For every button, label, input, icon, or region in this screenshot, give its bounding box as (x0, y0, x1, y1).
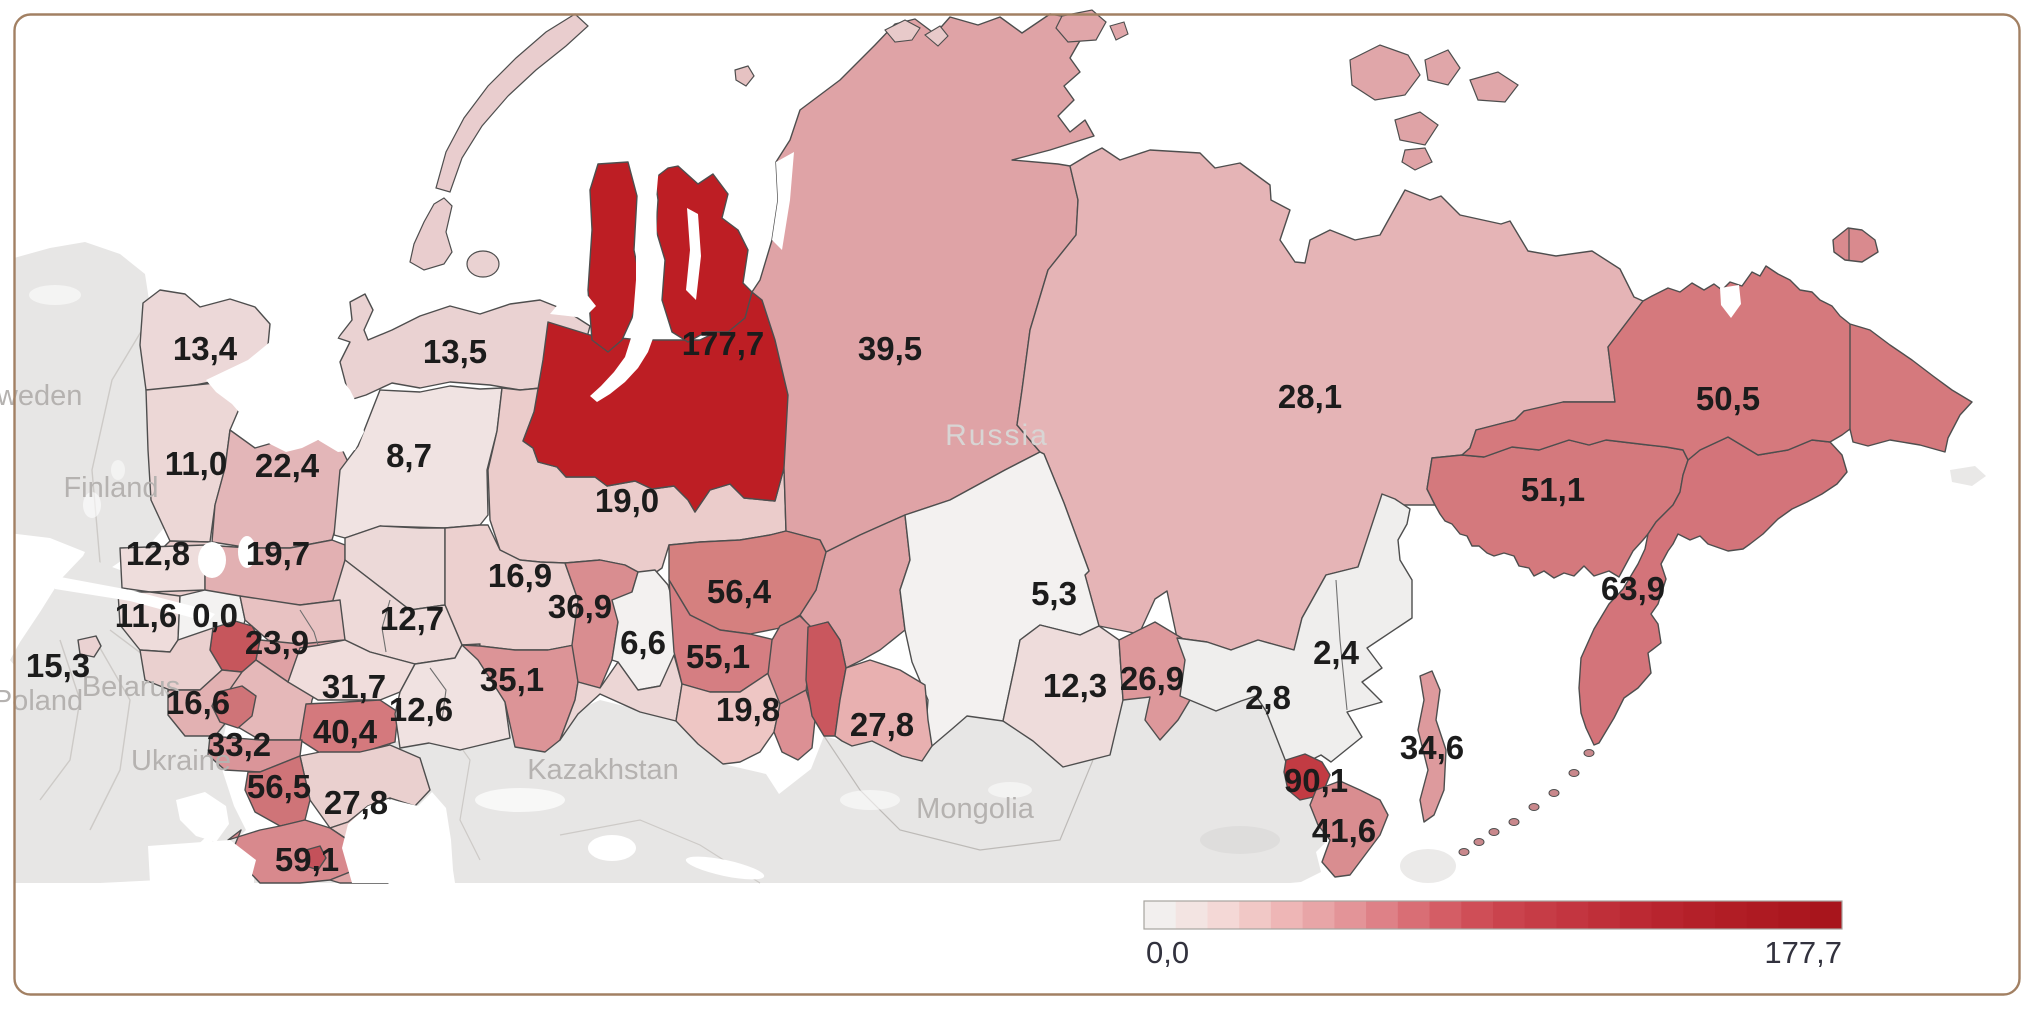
svg-text:177,7: 177,7 (682, 325, 765, 362)
svg-text:50,5: 50,5 (1696, 380, 1760, 417)
svg-text:Ukraine: Ukraine (131, 745, 231, 777)
svg-text:34,6: 34,6 (1400, 729, 1464, 766)
svg-text:22,4: 22,4 (255, 447, 320, 484)
svg-text:35,1: 35,1 (480, 661, 544, 698)
svg-text:Finland: Finland (63, 472, 158, 504)
svg-text:Russia: Russia (945, 419, 1049, 452)
svg-text:11,6: 11,6 (115, 597, 177, 634)
svg-text:177,7: 177,7 (1764, 935, 1842, 970)
svg-text:19,8: 19,8 (716, 691, 780, 728)
svg-text:6,6: 6,6 (620, 624, 666, 661)
svg-text:16,6: 16,6 (166, 684, 230, 721)
svg-text:13,5: 13,5 (423, 333, 487, 370)
svg-text:41,6: 41,6 (1312, 812, 1376, 849)
svg-text:56,5: 56,5 (247, 768, 311, 805)
svg-text:2,4: 2,4 (1313, 634, 1360, 671)
svg-text:90,1: 90,1 (1284, 762, 1348, 799)
svg-text:13,4: 13,4 (173, 330, 238, 367)
svg-text:33,2: 33,2 (207, 726, 271, 763)
svg-text:27,8: 27,8 (850, 706, 914, 743)
svg-text:12,7: 12,7 (380, 600, 444, 637)
svg-text:12,6: 12,6 (389, 691, 453, 728)
svg-text:0,0: 0,0 (1146, 935, 1189, 970)
svg-text:40,4: 40,4 (313, 713, 378, 750)
svg-text:Poland: Poland (0, 685, 83, 717)
svg-text:Belarus: Belarus (82, 671, 180, 703)
svg-text:23,9: 23,9 (245, 624, 309, 661)
svg-text:19,7: 19,7 (246, 535, 310, 572)
svg-text:31,7: 31,7 (322, 668, 386, 705)
svg-text:26,9: 26,9 (1120, 660, 1184, 697)
svg-text:56,4: 56,4 (707, 573, 772, 610)
svg-text:39,5: 39,5 (858, 330, 922, 367)
svg-text:5,3: 5,3 (1031, 575, 1077, 612)
svg-text:2,8: 2,8 (1245, 679, 1291, 716)
svg-text:8,7: 8,7 (386, 437, 432, 474)
svg-text:Mongolia: Mongolia (916, 793, 1035, 825)
svg-text:Kazakhstan: Kazakhstan (527, 754, 679, 786)
svg-text:Sweden: Sweden (0, 380, 82, 412)
svg-text:59,1: 59,1 (275, 841, 339, 878)
svg-text:11,0: 11,0 (165, 445, 227, 482)
svg-text:51,1: 51,1 (1521, 471, 1585, 508)
svg-text:16,9: 16,9 (488, 557, 552, 594)
svg-text:0,0: 0,0 (192, 597, 238, 634)
svg-text:12,8: 12,8 (126, 535, 190, 572)
svg-text:28,1: 28,1 (1278, 378, 1342, 415)
svg-text:15,3: 15,3 (26, 647, 90, 684)
svg-text:27,8: 27,8 (324, 784, 388, 821)
svg-text:36,9: 36,9 (548, 588, 612, 625)
svg-text:55,1: 55,1 (686, 638, 750, 675)
svg-text:63,9: 63,9 (1601, 570, 1665, 607)
svg-text:19,0: 19,0 (595, 482, 659, 519)
svg-text:12,3: 12,3 (1043, 667, 1107, 704)
